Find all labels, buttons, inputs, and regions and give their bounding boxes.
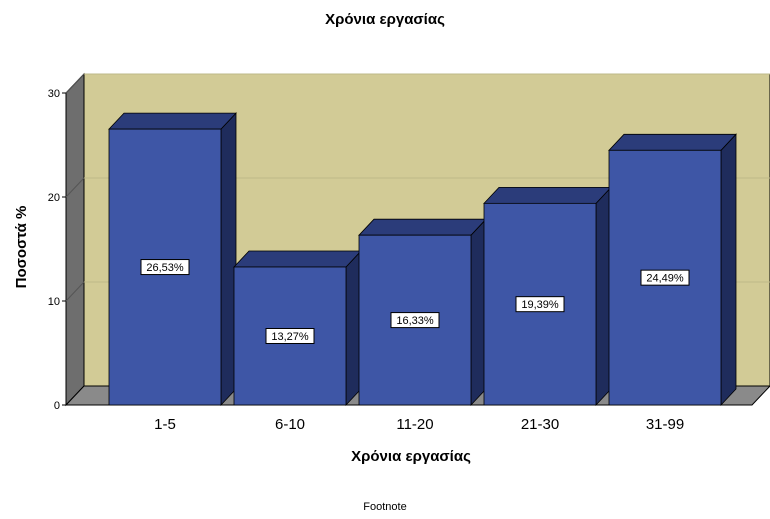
y-axis-title: Ποσοστά % [13,206,30,289]
tick-labels: 0 10 20 30 1-5 6-10 11-20 21-30 31-99 [48,88,684,433]
bar-top [108,112,237,130]
x-tick-label: 31-99 [646,416,684,433]
bar-top [358,218,487,236]
data-label-box [390,312,440,329]
x-tick-label: 11-20 [396,416,433,433]
data-label: 19,39% [521,299,559,311]
data-label-box [640,269,690,286]
chart-title: Χρόνια εργασίας [325,11,445,28]
footnote: Footnote [363,501,406,513]
data-label: 26,53% [146,262,184,274]
gridline-side [65,177,85,198]
y-tick-label: 10 [48,296,60,308]
bar-top [483,186,612,204]
data-label-box [515,296,565,313]
x-tick-label: 21-30 [521,416,559,433]
data-label: 24,49% [646,273,684,285]
x-tick-label: 6-10 [275,416,305,433]
bar-group: 24,49% [608,133,737,407]
y-tick-label: 30 [48,88,60,100]
bar-top [608,133,737,151]
bar-group: 26,53% [108,112,237,407]
bar-group: 16,33% [358,218,487,407]
bar-group: 13,27% [233,249,362,407]
bar [358,234,472,406]
data-label: 13,27% [271,331,309,343]
gridline-side [65,281,85,302]
data-label: 16,33% [396,315,434,327]
x-axis-title: Χρόνια εργασίας [351,448,471,465]
bar-side [720,133,737,407]
data-label-box [140,259,190,276]
gridline-side [65,73,85,94]
side-wall [65,72,85,407]
x-tick-label: 1-5 [154,416,176,433]
bar-group: 19,39% [483,186,612,407]
data-label-box [265,327,315,344]
y-tick-label: 0 [54,400,60,412]
bars: 26,53% 13,27% 16,33% 19,39% 24,49% [108,112,737,407]
y-tick-label: 20 [48,192,60,204]
bar-top [233,250,362,268]
